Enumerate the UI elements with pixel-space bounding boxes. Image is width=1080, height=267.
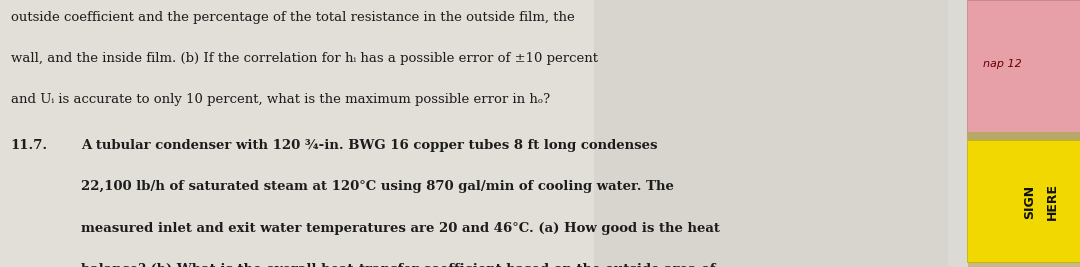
Text: measured inlet and exit water temperatures are 20 and 46°C. (a) How good is the : measured inlet and exit water temperatur… (81, 222, 720, 235)
Text: balance? (b) What is the overall heat-transfer coefficient based on the outside : balance? (b) What is the overall heat-tr… (81, 263, 715, 267)
Text: A tubular condenser with 120 ¾-in. BWG 16 copper tubes 8 ft long condenses: A tubular condenser with 120 ¾-in. BWG 1… (81, 139, 658, 152)
Text: and Uᵢ is accurate to only 10 percent, what is the maximum possible error in hₒ?: and Uᵢ is accurate to only 10 percent, w… (11, 93, 550, 107)
Text: HERE: HERE (1045, 183, 1058, 220)
Text: 11.7.: 11.7. (11, 139, 48, 152)
Text: wall, and the inside film. (b) If the correlation for hᵢ has a possible error of: wall, and the inside film. (b) If the co… (11, 52, 598, 65)
Text: outside coefficient and the percentage of the total resistance in the outside fi: outside coefficient and the percentage o… (11, 11, 575, 24)
FancyBboxPatch shape (594, 0, 950, 267)
FancyBboxPatch shape (948, 0, 968, 267)
FancyBboxPatch shape (967, 0, 1080, 134)
FancyBboxPatch shape (967, 140, 1080, 262)
FancyBboxPatch shape (0, 0, 594, 267)
Text: SIGN: SIGN (1023, 184, 1036, 219)
FancyBboxPatch shape (968, 0, 1080, 267)
Text: nap 12: nap 12 (983, 59, 1022, 69)
FancyBboxPatch shape (967, 132, 1080, 140)
Text: 22,100 lb/h of saturated steam at 120°C using 870 gal/min of cooling water. The: 22,100 lb/h of saturated steam at 120°C … (81, 180, 674, 193)
